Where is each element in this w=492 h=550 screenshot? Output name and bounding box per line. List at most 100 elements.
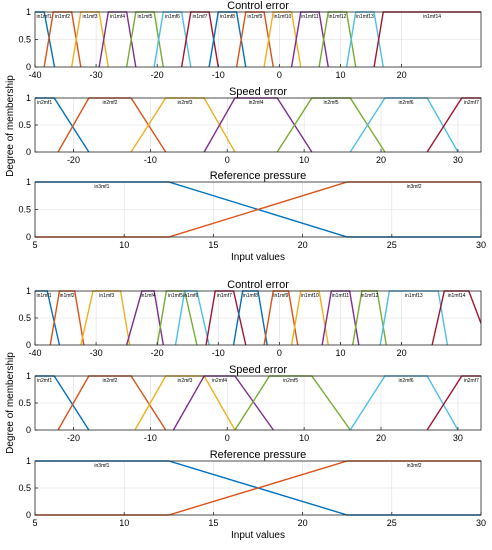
x-tick-label: 5 <box>32 240 37 250</box>
series-label-in1mf5: in1mf5 <box>137 14 152 20</box>
y-tick-label: 1 <box>26 456 31 466</box>
series-label-in2mf2: in2mf2 <box>102 378 117 384</box>
figure-1: in1mf1 in1mf2 in1mf3 in1mf4 in1mf5 in1mf6 in1m… <box>5 0 486 263</box>
x-tick-label: -10 <box>144 155 157 165</box>
x-tick-label: 0 <box>277 348 282 358</box>
series-label-in1mf9: in1mf9 <box>273 293 288 299</box>
axes-frame <box>34 460 482 516</box>
x-tick-label: 15 <box>208 240 218 250</box>
x-tick-label: 20 <box>376 155 386 165</box>
x-tick-label: 10 <box>335 70 345 80</box>
series-label-in1mf10: in1mf10 <box>301 293 319 299</box>
y-tick-label: 0.5 <box>18 398 31 408</box>
subplot-title: Reference pressure <box>210 449 307 461</box>
subplot-2-1: in1mf1 in1mf2 in1mf3 in1mf4 in1mf5 in1mf6 in1m… <box>18 279 482 358</box>
x-tick-label: 30 <box>453 433 463 443</box>
subplot-1-1: in1mf1 in1mf2 in1mf3 in1mf4 in1mf5 in1mf6 in1m… <box>18 0 482 80</box>
x-tick-label: 30 <box>476 518 486 528</box>
series-label-in1mf4: in1mf4 <box>141 293 156 299</box>
series-label-in1mf1: in1mf1 <box>36 14 51 20</box>
x-tick-label: 30 <box>476 240 486 250</box>
x-tick-label: 20 <box>298 518 308 528</box>
series-label-in1mf6: in1mf6 <box>183 293 198 299</box>
x-tick-label: 0 <box>225 155 230 165</box>
x-tick-label: -20 <box>151 70 164 80</box>
x-tick-label: 0 <box>225 433 230 443</box>
series-label-in1mf11: in1mf11 <box>301 14 319 20</box>
series-label-in2mf4: in2mf4 <box>212 378 227 384</box>
y-tick-label: 1 <box>26 177 31 187</box>
x-tick-label: -30 <box>90 70 103 80</box>
y-tick-label: 0.5 <box>18 120 31 130</box>
subplot-2-2: in2mf1 in2mf2 in2mf3 in2mf4 in2mf5 in2mf6 in2m… <box>18 364 482 443</box>
subplot-2-3: in3mf1 in3mf2 5 10 15 20 25 30 0 0.5 1 Reference pr… <box>18 449 486 541</box>
axes-frame <box>34 181 482 238</box>
series-label-in1mf12: in1mf12 <box>329 14 347 20</box>
x-tick-label: -20 <box>151 348 164 358</box>
y-tick-label: 0.5 <box>18 313 31 323</box>
x-axis-label: Input values <box>231 252 285 263</box>
y-tick-label: 1 <box>26 7 31 17</box>
x-tick-label: -10 <box>212 348 225 358</box>
y-tick-label: 0.5 <box>18 483 31 493</box>
x-tick-label: 0 <box>277 70 282 80</box>
series-label-in2mf6: in2mf6 <box>399 100 414 106</box>
y-axis-label: Degree of membership <box>5 75 16 177</box>
series-label-in2mf3: in2mf3 <box>177 100 192 106</box>
series-label-in1mf7: in1mf7 <box>217 293 232 299</box>
series-label-in1mf4: in1mf4 <box>110 14 125 20</box>
y-tick-label: 0 <box>26 232 31 242</box>
series-label-in1mf13: in1mf13 <box>405 293 423 299</box>
x-tick-label: -20 <box>67 155 80 165</box>
axes-frame <box>34 375 482 431</box>
subplot-title: Control error <box>227 279 289 291</box>
series-label-in1mf13: in1mf13 <box>356 14 374 20</box>
x-tick-label: -20 <box>67 433 80 443</box>
series-label-in2mf4: in2mf4 <box>249 100 264 106</box>
y-tick-label: 0 <box>26 340 31 350</box>
series-label-in2mf1: in2mf1 <box>37 378 52 384</box>
series-label-in2mf2: in2mf2 <box>102 100 117 106</box>
series-label-in1mf8: in1mf8 <box>243 293 258 299</box>
series-label-in3mf2: in3mf2 <box>407 463 422 469</box>
series-label-in1mf6: in1mf6 <box>165 14 180 20</box>
x-tick-label: 10 <box>299 433 309 443</box>
series-label-in2mf6: in2mf6 <box>399 378 414 384</box>
x-tick-label: 25 <box>387 240 397 250</box>
subplot-title: Speed error <box>229 86 287 98</box>
axes-frame <box>34 97 482 153</box>
series-label-in1mf14: in1mf14 <box>423 14 441 20</box>
x-axis-label: Input values <box>231 530 285 541</box>
y-axis-label: Degree of membership <box>5 352 16 454</box>
series-label-in2mf7: in2mf7 <box>464 100 479 106</box>
series-label-in2mf5: in2mf5 <box>283 378 298 384</box>
x-tick-label: 20 <box>376 433 386 443</box>
x-tick-label: 10 <box>299 155 309 165</box>
y-tick-label: 0.5 <box>18 35 31 45</box>
subplot-title: Control error <box>227 0 289 12</box>
series-label-in1mf11: in1mf11 <box>332 293 350 299</box>
x-tick-label: 15 <box>208 518 218 528</box>
x-tick-label: 20 <box>397 348 407 358</box>
x-tick-label: -30 <box>90 348 103 358</box>
x-tick-label: -10 <box>212 70 225 80</box>
series-label-in2mf5: in2mf5 <box>324 100 339 106</box>
series-label-in1mf9: in1mf9 <box>247 14 262 20</box>
x-tick-label: 20 <box>397 70 407 80</box>
series-label-in1mf3: in1mf3 <box>82 14 97 20</box>
y-tick-label: 1 <box>26 371 31 381</box>
series-label-in1mf12: in1mf12 <box>361 293 379 299</box>
x-tick-label: 10 <box>119 240 129 250</box>
series-label-in1mf1: in1mf1 <box>36 293 51 299</box>
y-tick-label: 0 <box>26 147 31 157</box>
series-label-in2mf7: in2mf7 <box>464 378 479 384</box>
y-tick-label: 0 <box>26 62 31 72</box>
y-tick-label: 0 <box>26 510 31 520</box>
series-label-in1mf14: in1mf14 <box>448 293 466 299</box>
y-tick-label: 0 <box>26 425 31 435</box>
y-tick-label: 1 <box>26 286 31 296</box>
series-label-in1mf5: in1mf5 <box>168 293 183 299</box>
series-label-in3mf2: in3mf2 <box>407 184 422 190</box>
series-label-in1mf8: in1mf8 <box>220 14 235 20</box>
x-tick-label: 5 <box>32 518 37 528</box>
